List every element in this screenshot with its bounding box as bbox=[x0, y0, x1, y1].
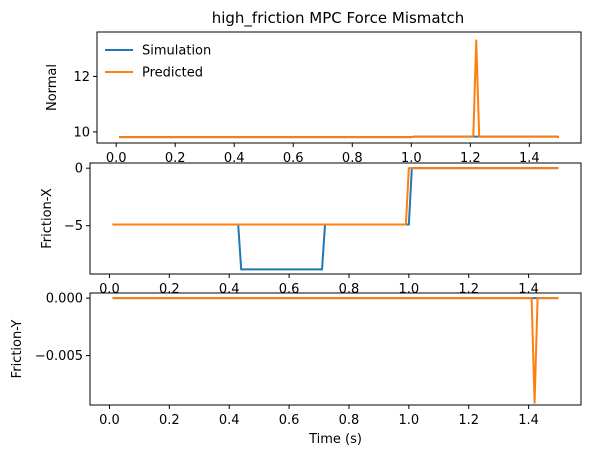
normal-x-tick-label: 0.4 bbox=[224, 151, 245, 166]
normal-y-tick-label: 12 bbox=[73, 70, 90, 85]
friction-x-y-axis-label: Friction-X bbox=[40, 188, 55, 249]
friction-x-x-tick-label: 1.0 bbox=[399, 282, 420, 297]
friction-y-series-predicted-line bbox=[112, 297, 559, 404]
panel-normal: 0.0 0.2 0.4 0.6 0.8 1.0 1.2 1.4 10 12 Normal Simula… bbox=[45, 31, 582, 166]
friction-x-y-tick-label: −5 bbox=[64, 219, 83, 234]
legend: Simulation Predicted bbox=[105, 44, 211, 81]
normal-x-tick-label: 0.2 bbox=[165, 151, 186, 166]
friction-x-x-tick-label: 0.4 bbox=[219, 282, 240, 297]
friction-y-x-tick-label: 1.2 bbox=[458, 413, 479, 428]
legend-label-predicted: Predicted bbox=[142, 66, 203, 81]
friction-y-x-axis-label: Time (s) bbox=[308, 432, 362, 447]
normal-y-axis-label: Normal bbox=[45, 64, 60, 111]
friction-x-x-tick-label: 1.4 bbox=[518, 282, 539, 297]
normal-x-tick-label: 1.0 bbox=[401, 151, 422, 166]
friction-x-axes-frame bbox=[89, 162, 582, 275]
friction-y-y-tick-label: 0.000 bbox=[46, 292, 83, 307]
friction-x-series-simulation-line bbox=[112, 167, 559, 271]
friction-x-y-tick-label: 0 bbox=[75, 162, 83, 177]
friction-y-x-tick-label: 0.8 bbox=[339, 413, 360, 428]
friction-x-x-tick-label: 0.8 bbox=[339, 282, 360, 297]
legend-label-simulation: Simulation bbox=[142, 44, 211, 59]
normal-x-tick-label: 0.8 bbox=[342, 151, 363, 166]
friction-y-y-tick-label: −0.005 bbox=[35, 349, 83, 364]
normal-x-tick-label: 0.0 bbox=[106, 151, 127, 166]
friction-x-x-tick-label: 1.2 bbox=[458, 282, 479, 297]
normal-x-tick-label: 1.4 bbox=[519, 151, 540, 166]
friction-y-y-axis-label: Friction-Y bbox=[10, 320, 25, 379]
normal-series-predicted-line bbox=[119, 39, 559, 139]
normal-x-tick-label: 0.6 bbox=[283, 151, 304, 166]
normal-axes-frame bbox=[96, 31, 582, 144]
chart-title: high_friction MPC Force Mismatch bbox=[212, 9, 465, 28]
friction-x-x-tick-label: 0.6 bbox=[279, 282, 300, 297]
friction-x-x-tick-label: 0.0 bbox=[99, 282, 120, 297]
normal-y-tick-label: 10 bbox=[73, 125, 90, 140]
panel-friction-y: 0.0 0.2 0.4 0.6 0.8 1.0 1.2 1.4 0.000 −0.005 Frict… bbox=[10, 292, 582, 447]
friction-x-series-predicted-line bbox=[112, 167, 559, 226]
friction-y-x-tick-label: 1.0 bbox=[399, 413, 420, 428]
friction-y-x-tick-label: 0.6 bbox=[279, 413, 300, 428]
friction-y-axes-frame bbox=[89, 292, 582, 406]
friction-y-x-tick-label: 0.2 bbox=[159, 413, 180, 428]
normal-x-tick-label: 1.2 bbox=[460, 151, 481, 166]
friction-y-x-tick-label: 0.0 bbox=[99, 413, 120, 428]
friction-y-x-tick-label: 0.4 bbox=[219, 413, 240, 428]
friction-y-x-tick-label: 1.4 bbox=[518, 413, 539, 428]
friction-x-x-tick-label: 0.2 bbox=[159, 282, 180, 297]
